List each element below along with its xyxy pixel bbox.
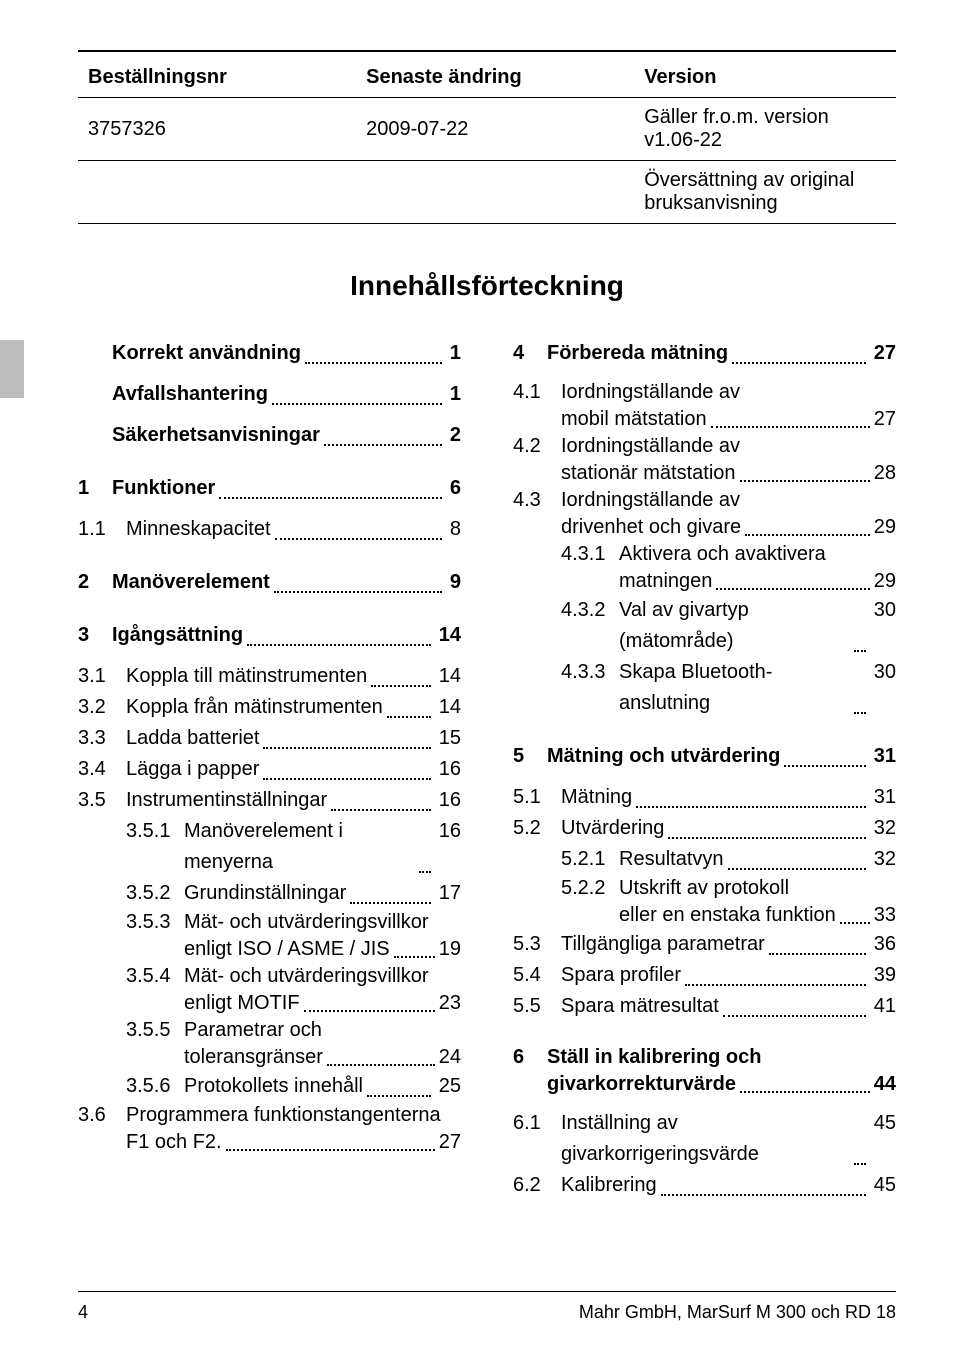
info-cell-empty xyxy=(78,161,356,224)
toc-entry: 6.1 Inställning av givarkorrigeringsvärd… xyxy=(513,1108,896,1170)
toc-entry: 4.3 Iordningställande av drivenhet och g… xyxy=(513,487,896,541)
toc-entry: 5.2 Utvärdering 32 xyxy=(513,813,896,844)
toc-entry: 1 Funktioner 6 xyxy=(78,473,461,504)
toc-entry: 3.5.3 Mät- och utvärderingsvillkor enlig… xyxy=(126,909,461,963)
info-cell: 3757326 xyxy=(78,98,356,161)
toc-left-column: Korrekt användning 1 Avfallshantering 1 … xyxy=(78,338,461,1201)
toc-entry: 4.1 Iordningställande av mobil mätstatio… xyxy=(513,379,896,433)
toc-right-column: 4 Förbereda mätning 27 4.1 Iordningställ… xyxy=(513,338,896,1201)
toc-entry: 3 Igångsättning 14 xyxy=(78,620,461,651)
toc-entry: 5.2.1 Resultatvyn 32 xyxy=(561,844,896,875)
info-header: Beställningsnr xyxy=(78,58,356,98)
top-rule xyxy=(78,50,896,52)
toc-entry: 2 Manöverelement 9 xyxy=(78,567,461,598)
info-note: Översättning av original bruksanvisning xyxy=(634,161,896,224)
toc-entry: 5 Mätning och utvärdering 31 xyxy=(513,741,896,772)
section-tab xyxy=(0,340,24,398)
toc-entry: 3.5.4 Mät- och utvärderingsvillkor enlig… xyxy=(126,963,461,1017)
document-info-table: Beställningsnr Senaste ändring Version 3… xyxy=(78,58,896,224)
page-footer: 4 Mahr GmbH, MarSurf M 300 och RD 18 xyxy=(78,1291,896,1323)
toc-entry: 6.2 Kalibrering 45 xyxy=(513,1170,896,1201)
toc-entry: 3.2 Koppla från mätinstrumenten 14 xyxy=(78,692,461,723)
toc-entry: 3.6 Programmera funktionstangenterna F1 … xyxy=(78,1102,461,1156)
toc-entry: Säkerhetsanvisningar 2 xyxy=(78,420,461,451)
toc-entry: 6 Ställ in kalibrering och givarkorrektu… xyxy=(513,1044,896,1098)
toc-entry: 3.5 Instrumentinställningar 16 xyxy=(78,785,461,816)
toc-entry: 3.5.5 Parametrar och toleransgränser24 xyxy=(126,1017,461,1071)
toc-entry: Korrekt användning 1 xyxy=(78,338,461,369)
toc-entry: 5.1 Mätning 31 xyxy=(513,782,896,813)
toc-entry: 3.5.2 Grundinställningar 17 xyxy=(126,878,461,909)
toc-entry: 4.3.3 Skapa Bluetooth-anslutning 30 xyxy=(561,657,896,719)
toc-entry: Avfallshantering 1 xyxy=(78,379,461,410)
info-cell-empty xyxy=(356,161,634,224)
toc-entry: 5.4 Spara profiler 39 xyxy=(513,960,896,991)
toc-entry: 5.3 Tillgängliga parametrar 36 xyxy=(513,929,896,960)
toc-entry: 4.2 Iordningställande av stationär mätst… xyxy=(513,433,896,487)
toc-entry: 3.4 Lägga i papper 16 xyxy=(78,754,461,785)
info-cell: Gäller fr.o.m. version v1.06-22 xyxy=(634,98,896,161)
toc-entry: 5.2.2 Utskrift av protokoll eller en ens… xyxy=(561,875,896,929)
toc-entry: 4.3.2 Val av givartyp (mätområde) 30 xyxy=(561,595,896,657)
toc-entry: 3.3 Ladda batteriet 15 xyxy=(78,723,461,754)
toc-entry: 3.1 Koppla till mätinstrumenten 14 xyxy=(78,661,461,692)
toc-title: Innehållsförteckning xyxy=(78,270,896,302)
info-header: Version xyxy=(634,58,896,98)
toc-entry: 4 Förbereda mätning 27 xyxy=(513,338,896,369)
toc-entry: 3.5.1 Manöverelement i menyerna 16 xyxy=(126,816,461,878)
info-cell: 2009-07-22 xyxy=(356,98,634,161)
info-header: Senaste ändring xyxy=(356,58,634,98)
toc-entry: 4.3.1 Aktivera och avaktivera matningen2… xyxy=(561,541,896,595)
toc-entry: 3.5.6 Protokollets innehåll 25 xyxy=(126,1071,461,1102)
toc-entry: 1.1 Minneskapacitet 8 xyxy=(78,514,461,545)
page-number: 4 xyxy=(78,1302,88,1323)
publication-info: Mahr GmbH, MarSurf M 300 och RD 18 xyxy=(579,1302,896,1323)
toc-entry: 5.5 Spara mätresultat 41 xyxy=(513,991,896,1022)
